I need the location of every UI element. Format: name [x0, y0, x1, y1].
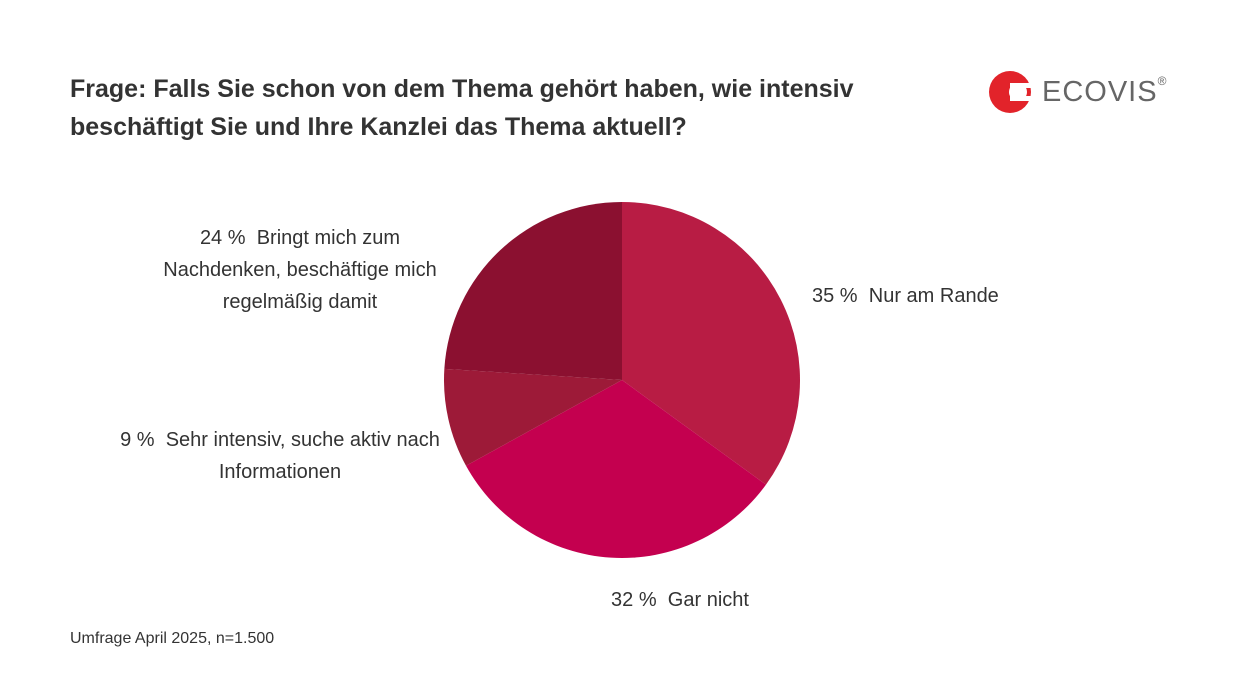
- logo: ECOVIS ®: [988, 70, 1166, 114]
- category-label: Bringt mich zum Nachdenken, beschäftige …: [163, 227, 437, 313]
- category-label: Sehr intensiv, suche aktiv nach Informat…: [165, 429, 440, 483]
- logo-mark: ®: [1157, 74, 1167, 88]
- logo-text: ECOVIS: [1042, 75, 1158, 108]
- value-label: 9 %: [120, 429, 155, 451]
- slice-label: 9 % Sehr intensiv, suche aktiv nach Info…: [120, 424, 440, 488]
- chart-title: Frage: Falls Sie schon von dem Thema geh…: [70, 75, 854, 141]
- category-label: Gar nicht: [667, 589, 749, 611]
- value-label: 35 %: [812, 285, 858, 307]
- pie-slice: [444, 202, 622, 380]
- value-label: 32 %: [611, 589, 657, 611]
- slice-label: 35 % Nur am Rande: [812, 280, 1072, 312]
- source-note: Umfrage April 2025, n=1.500: [70, 630, 275, 647]
- pie-slice: [622, 202, 800, 485]
- pie-slice: [444, 368, 622, 466]
- logo-icon: [989, 71, 1036, 113]
- pie-slice: [466, 380, 767, 558]
- category-label: Nur am Rande: [868, 285, 999, 307]
- value-label: 24 %: [199, 227, 246, 249]
- slice-label: 32 % Gar nicht: [560, 584, 800, 616]
- slice-label: 24 % Bringt mich zum Nachdenken, beschäf…: [140, 222, 460, 318]
